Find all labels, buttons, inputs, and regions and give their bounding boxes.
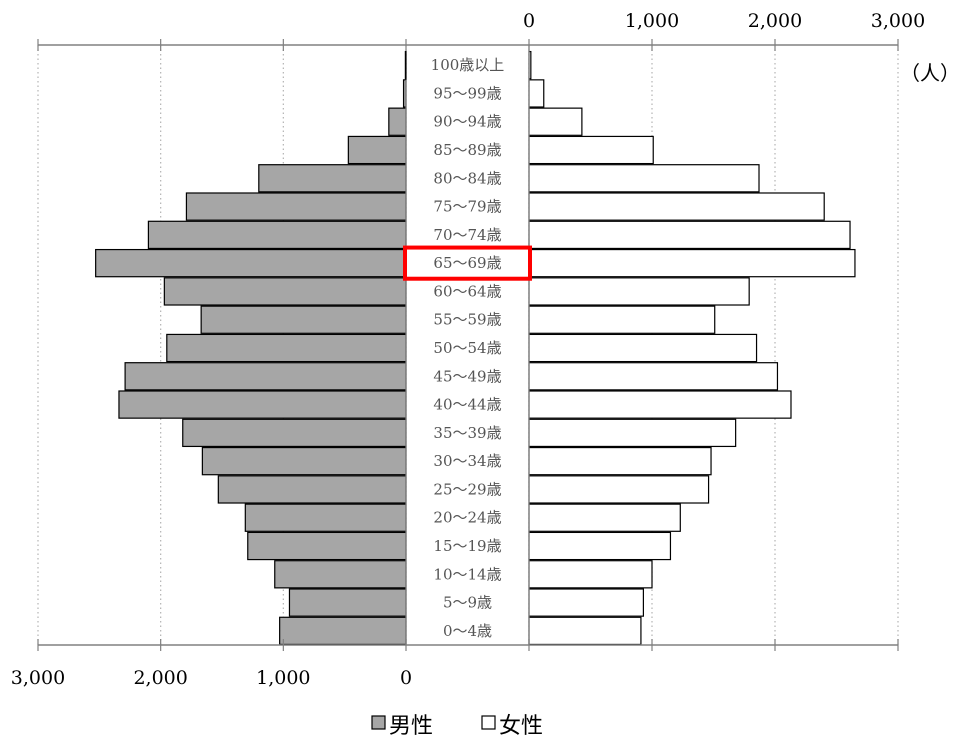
bar-female [528, 333, 758, 363]
category-label: 55～59歳 [433, 311, 501, 329]
category-label: 15～19歳 [433, 537, 501, 555]
bar-male [118, 390, 407, 419]
bar-female [528, 107, 583, 136]
top-axis-tick-label: 0 [523, 10, 535, 32]
bar-male [124, 362, 407, 391]
legend-label-female: 女性 [499, 714, 543, 739]
bars [95, 50, 856, 646]
category-label: 95～99歳 [433, 84, 501, 102]
top-axis-tick-label: 1,000 [625, 10, 679, 32]
bar-female [528, 390, 792, 419]
top-axis-tick-label: 2,000 [748, 10, 802, 32]
bar-female [528, 616, 642, 646]
category-label: 40～44歳 [433, 396, 501, 414]
bar-male [201, 446, 407, 476]
bottom-axis-tick-label: 3,000 [11, 667, 65, 689]
bar-female [528, 362, 779, 391]
bar-male [182, 418, 407, 448]
bar-male [404, 50, 407, 80]
bar-female [528, 79, 545, 108]
category-label: 20～24歳 [433, 509, 501, 527]
bottom-axis-tick-label: 2,000 [133, 667, 187, 689]
category-label: 45～49歳 [433, 367, 501, 385]
bar-male [166, 333, 407, 363]
bar-female [528, 588, 644, 617]
bar-female [528, 220, 851, 250]
bar-female [528, 475, 710, 504]
bar-male [258, 164, 407, 193]
category-label: 90～94歳 [433, 113, 501, 131]
legend-swatch-female [481, 715, 496, 730]
bar-female [528, 503, 681, 532]
bar-male [185, 192, 407, 221]
bottom-axis-tick-label: 0 [400, 667, 412, 689]
category-label: 5～9歳 [443, 594, 492, 612]
bar-female [528, 277, 750, 306]
bar-male [279, 616, 407, 646]
bar-male [217, 475, 407, 504]
bar-male [95, 248, 407, 278]
bar-male [244, 503, 407, 532]
category-label: 10～14歳 [433, 565, 501, 583]
category-label: 50～54歳 [433, 339, 501, 357]
category-label: 60～64歳 [433, 282, 501, 300]
bar-male [163, 277, 407, 306]
category-label: 0～4歳 [443, 622, 492, 640]
bar-male [388, 107, 407, 136]
bar-female [528, 418, 737, 448]
bar-male [247, 531, 407, 561]
highlight-box [403, 245, 532, 281]
category-labels: 100歳以上 95～99歳 90～94歳 85～89歳 80～84歳 75～79歳 70～7… [403, 56, 532, 640]
axes: 0 1,000 2,000 3,000 3,000 2,000 1,000 0 [11, 10, 925, 689]
top-axis-tick-label: 3,000 [871, 10, 925, 32]
bar-male [274, 560, 407, 589]
category-label: 65～69歳 [433, 254, 501, 272]
bottom-axis-tick-label: 1,000 [256, 667, 310, 689]
category-label: 100歳以上 [431, 56, 505, 74]
bar-female [528, 248, 856, 278]
bar-female [528, 305, 716, 334]
category-label: 80～84歳 [433, 169, 501, 187]
bar-male [147, 220, 407, 250]
bar-female [528, 560, 653, 589]
bar-female [528, 135, 654, 165]
category-label: 35～39歳 [433, 424, 501, 442]
bar-female [528, 192, 825, 221]
legend: 男性 女性 [371, 714, 543, 739]
legend-swatch-male [371, 715, 386, 730]
bar-male [347, 135, 407, 165]
category-label: 30～34歳 [433, 452, 501, 470]
bar-female [528, 531, 672, 561]
category-label: 25～29歳 [433, 480, 501, 498]
unit-label: （人） [900, 61, 956, 85]
category-label: 75～79歳 [433, 198, 501, 216]
bar-male [288, 588, 407, 617]
bar-male [200, 305, 407, 334]
legend-label-male: 男性 [389, 714, 433, 739]
bar-female [528, 164, 760, 193]
bar-female [528, 446, 712, 476]
category-label: 85～89歳 [433, 141, 501, 159]
category-label: 70～74歳 [433, 226, 501, 244]
